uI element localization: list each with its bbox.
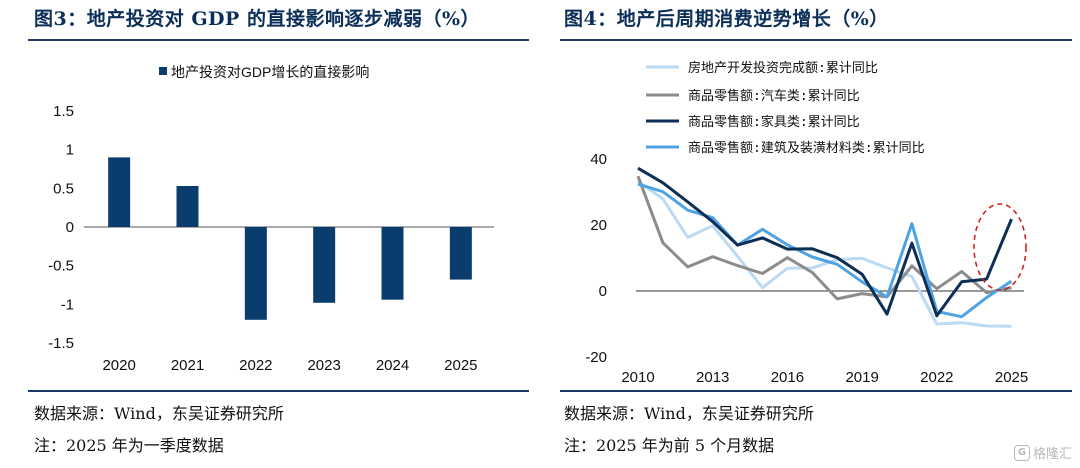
left-title-rule [28,39,529,41]
left-note-text: 注：2025 年为一季度数据 [34,436,224,455]
left-chart-title: 图3：地产投资对 GDP 的直接影响逐步减弱（%） [34,8,480,30]
right-footer-rule [560,390,1072,392]
bar-chart: 1.5 1 0.5 0 -0.5 -1 -1.5 地产投资对GDP增长的直接影响 2020 202… [48,64,494,374]
y-tick-label: -1 [61,296,74,313]
x-tick-label: 2016 [771,369,804,386]
watermark-logo-icon: G [1013,444,1030,461]
y-tick-label: 1.5 [53,103,74,120]
y-tick-label: 0 [599,283,607,300]
x-tick-label: 2024 [376,357,409,374]
line-chart: 40 20 0 -20 2010 2013 2016 2019 2022 2025 房地产开发投资完… [585,60,1028,386]
x-tick-label: 2020 [102,357,135,374]
y-tick-label: 0.5 [53,180,74,197]
legend-label: 商品零售额:汽车类:累计同比 [688,88,860,104]
series-line [637,182,1013,319]
bar [108,157,131,227]
left-source-text: 数据来源：Wind，东吴证券研究所 [34,404,284,423]
bar [244,227,267,320]
y-tick-label: 0 [66,219,74,236]
y-tick-label: 20 [590,217,607,234]
legend-label: 商品零售额:建筑及装潢材料类:累计同比 [688,140,925,156]
legend-label: 房地产开发投资完成额:累计同比 [688,60,878,76]
bar [381,227,404,300]
x-tick-label: 2021 [171,357,204,374]
y-tick-label: 1 [66,142,74,159]
x-tick-label: 2019 [845,369,878,386]
series-line [636,175,1012,301]
x-tick-label: 2022 [920,369,953,386]
x-tick-label: 2023 [307,357,340,374]
bar [176,186,199,227]
x-tick-label: 2022 [239,357,272,374]
right-title-rule [560,39,1072,41]
y-tick-label: -20 [585,349,607,366]
legend-label: 商品零售额:家具类:累计同比 [688,114,860,130]
bar [449,227,472,280]
x-tick-label: 2025 [995,369,1028,386]
legend-label: 地产投资对GDP增长的直接影响 [171,64,369,80]
x-tick-label: 2013 [696,369,729,386]
y-tick-label: -0.5 [48,258,74,275]
bar [313,227,336,303]
legend-swatch [159,67,167,75]
right-panel: 图4：地产后周期消费逆势增长（%） 40 20 0 -20 2010 2013 2016 20… [550,0,1080,468]
y-tick-label: 40 [590,151,607,168]
series-line [637,166,1013,318]
right-note-text: 注：2025 年为前 5 个月数据 [564,436,775,455]
series-line [637,180,1012,328]
watermark-text: 格隆汇 [1032,447,1072,462]
right-chart-title: 图4：地产后周期消费逆势增长（%） [564,8,889,30]
x-tick-label: 2010 [621,369,654,386]
left-footer-rule [28,390,529,392]
left-panel: 图3：地产投资对 GDP 的直接影响逐步减弱（%） 1.5 1 0.5 0 -0.5 -1… [0,0,529,468]
right-source-text: 数据来源：Wind，东吴证券研究所 [564,404,814,423]
highlight-ellipse [973,203,1027,291]
y-tick-label: -1.5 [48,335,74,352]
x-tick-label: 2025 [444,357,477,374]
watermark: G 格隆汇 [1013,443,1072,462]
